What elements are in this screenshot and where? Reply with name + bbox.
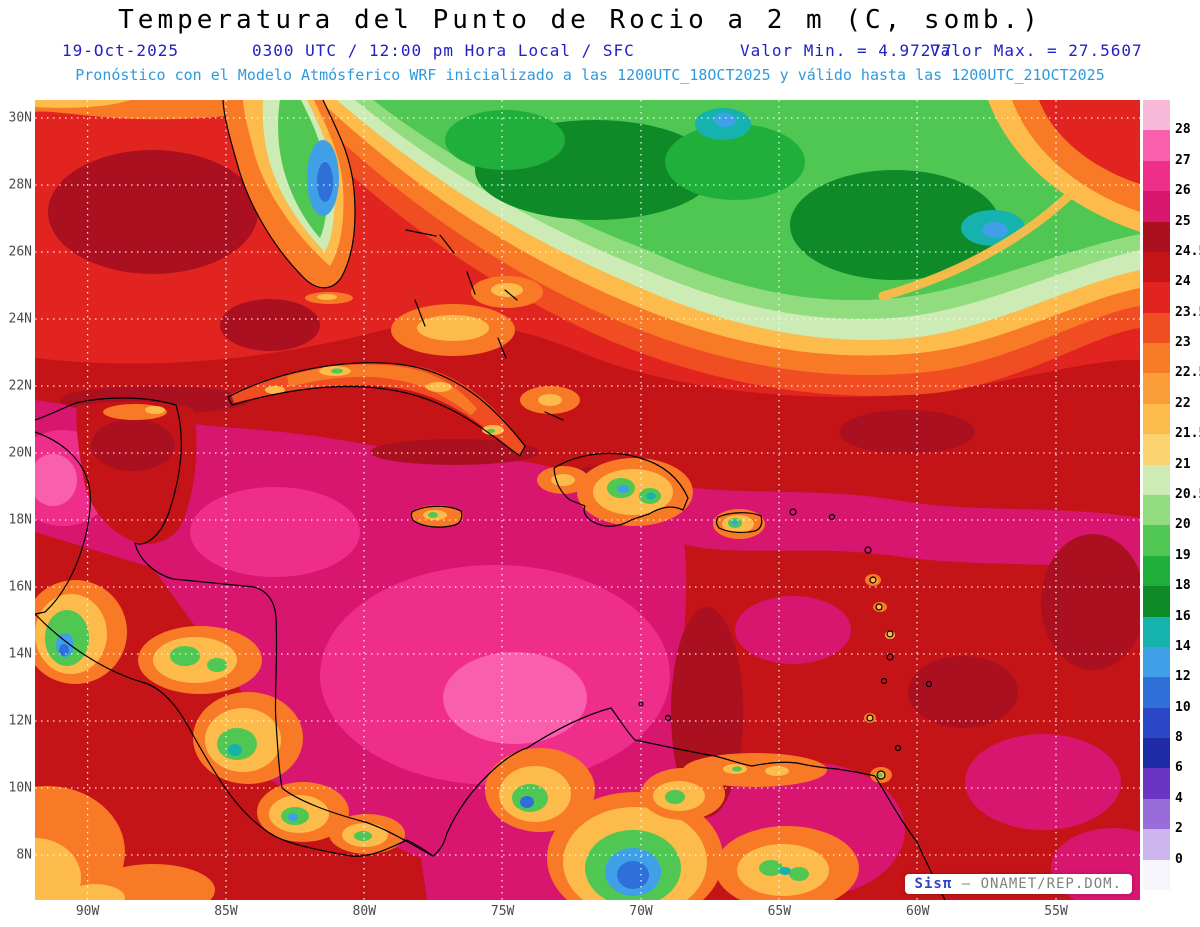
colorbar-segment bbox=[1143, 646, 1170, 678]
colorbar-label: 21.5 bbox=[1175, 426, 1200, 442]
x-tick-label: 80W bbox=[352, 904, 377, 919]
colorbar-segment bbox=[1143, 373, 1170, 405]
field-layer bbox=[35, 100, 1140, 900]
watermark-brand: Sisπ bbox=[914, 876, 953, 892]
x-tick-label: 55W bbox=[1044, 904, 1068, 919]
grid-layer bbox=[35, 100, 1140, 900]
watermark: Sisπ — ONAMET/REP.DOM. bbox=[904, 874, 1132, 894]
south-america-clusters bbox=[485, 748, 859, 900]
valid-time: 0300 UTC / 12:00 pm Hora Local / SFC bbox=[252, 41, 635, 60]
coastline-layer bbox=[35, 100, 946, 900]
colorbar-segment bbox=[1143, 282, 1170, 314]
colorbar-segment bbox=[1143, 434, 1170, 466]
value-max-label: Valor Max. = 27.5607 bbox=[930, 41, 1143, 60]
colorbar-segment bbox=[1143, 586, 1170, 618]
watermark-org: ONAMET/REP.DOM. bbox=[980, 876, 1122, 892]
colorbar-label: 25 bbox=[1175, 213, 1191, 229]
colorbar-segment bbox=[1143, 677, 1170, 709]
colorbar-segment bbox=[1143, 555, 1170, 587]
colorbar-label: 2 bbox=[1175, 821, 1183, 837]
colorbar-segment bbox=[1143, 768, 1170, 800]
y-tick-label: 30N bbox=[8, 110, 32, 126]
colorbar-label: 23.5 bbox=[1175, 304, 1200, 320]
y-tick-label: 28N bbox=[8, 177, 32, 193]
colorbar-segment bbox=[1143, 221, 1170, 253]
colorbar-label: 23 bbox=[1175, 335, 1191, 351]
colorbar-segment bbox=[1143, 251, 1170, 283]
jamaica-island bbox=[411, 505, 463, 527]
colorbar-label: 8 bbox=[1175, 730, 1183, 746]
yucatan-landmass bbox=[76, 401, 197, 544]
map-canvas bbox=[35, 100, 1140, 900]
colorbar-segment bbox=[1143, 160, 1170, 192]
colorbar-segment bbox=[1143, 859, 1170, 891]
valid-date: 19-Oct-2025 bbox=[62, 41, 179, 60]
colorbar-label: 14 bbox=[1175, 638, 1191, 654]
colorbar-segment bbox=[1143, 130, 1170, 162]
x-tick-label: 70W bbox=[629, 904, 653, 919]
colorbar-label: 21 bbox=[1175, 456, 1191, 472]
cuba-island bbox=[231, 362, 525, 455]
colorbar-segment bbox=[1143, 343, 1170, 374]
colorbar-segment bbox=[1143, 464, 1170, 496]
colorbar-label: 6 bbox=[1175, 760, 1183, 776]
colorbar-segment bbox=[1143, 738, 1170, 769]
colorbar-segment bbox=[1143, 525, 1170, 557]
y-tick-label: 14N bbox=[8, 646, 32, 662]
colorbar-segment bbox=[1143, 707, 1170, 739]
colorbar-label: 20.5 bbox=[1175, 487, 1200, 502]
x-tick-label: 75W bbox=[490, 904, 515, 919]
y-tick-label: 24N bbox=[8, 311, 32, 327]
y-tick-label: 10N bbox=[8, 780, 32, 796]
central-america-clusters bbox=[35, 580, 405, 854]
colorbar-label: 22 bbox=[1175, 395, 1191, 411]
colorbar-segment bbox=[1143, 100, 1170, 131]
x-tick-label: 65W bbox=[767, 904, 792, 919]
x-tick-label: 85W bbox=[214, 904, 238, 919]
y-tick-label: 22N bbox=[8, 378, 32, 394]
colorbar-label: 24.5 bbox=[1175, 243, 1200, 259]
page-title: Temperatura del Punto de Rocio a 2 m (C,… bbox=[118, 5, 1042, 35]
puerto-rico-cluster bbox=[713, 509, 765, 539]
colorbar-label: 10 bbox=[1175, 699, 1191, 715]
colorbar-segment bbox=[1143, 616, 1170, 648]
colorbar-label: 19 bbox=[1175, 547, 1191, 563]
y-tick-label: 18N bbox=[8, 512, 32, 528]
colorbar-label: 26 bbox=[1175, 183, 1191, 199]
x-tick-label: 90W bbox=[75, 904, 100, 919]
colorbar-segment bbox=[1143, 798, 1170, 830]
y-tick-label: 20N bbox=[8, 445, 32, 461]
colorbar-label: 27 bbox=[1175, 152, 1191, 168]
colorbar-label: 0 bbox=[1175, 851, 1183, 867]
colorbar-segment bbox=[1143, 495, 1170, 526]
model-info-line: Pronóstico con el Modelo Atmósferico WRF… bbox=[75, 66, 1105, 84]
florida-cluster bbox=[223, 100, 356, 304]
watermark-separator: — bbox=[961, 876, 972, 892]
valid-time-line: 19-Oct-2025 0300 UTC / 12:00 pm Hora Loc… bbox=[0, 41, 1200, 61]
map-plot: Sisπ — ONAMET/REP.DOM. bbox=[35, 100, 1140, 900]
colorbar-segment bbox=[1143, 403, 1170, 435]
colorbar-label: 22.5 bbox=[1175, 365, 1200, 381]
colorbar-segment bbox=[1143, 191, 1170, 223]
colorbar-segment bbox=[1143, 829, 1170, 861]
y-tick-label: 12N bbox=[8, 713, 32, 729]
colorbar-label: 18 bbox=[1175, 578, 1191, 594]
colorbar-label: 24 bbox=[1175, 274, 1191, 290]
colorbar-label: 28 bbox=[1175, 122, 1191, 138]
colorbar-label: 16 bbox=[1175, 608, 1191, 624]
colorbar-segment bbox=[1143, 312, 1170, 344]
colorbar-label: 12 bbox=[1175, 669, 1191, 685]
y-tick-label: 26N bbox=[8, 244, 32, 260]
y-tick-label: 16N bbox=[8, 579, 32, 595]
colorbar: 2827262524.52423.52322.52221.52120.52019… bbox=[1143, 0, 1200, 927]
value-min-label: Valor Min. = 4.97277 bbox=[740, 41, 953, 60]
colorbar-label: 20 bbox=[1175, 517, 1191, 533]
colorbar-label: 4 bbox=[1175, 790, 1183, 806]
y-tick-label: 8N bbox=[16, 847, 32, 863]
x-tick-label: 60W bbox=[905, 904, 930, 919]
